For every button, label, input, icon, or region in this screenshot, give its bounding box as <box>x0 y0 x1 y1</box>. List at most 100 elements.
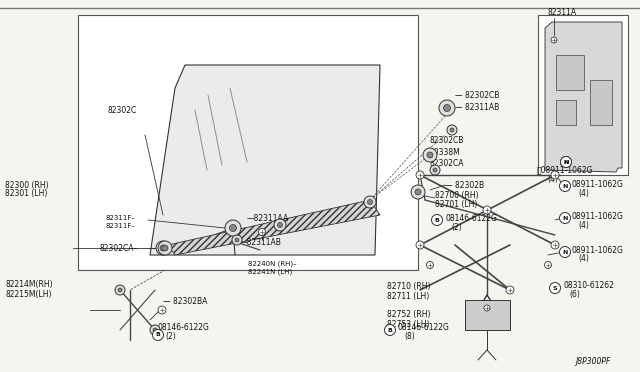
Circle shape <box>118 288 122 292</box>
Circle shape <box>158 306 166 314</box>
Circle shape <box>274 219 286 231</box>
Circle shape <box>235 238 239 242</box>
Text: — 82302BA: — 82302BA <box>163 298 207 307</box>
Text: 82302CA–: 82302CA– <box>100 244 138 253</box>
Text: N: N <box>563 160 569 164</box>
Text: 82311F–: 82311F– <box>106 223 136 229</box>
Text: N: N <box>563 215 568 221</box>
Text: J8P300PF: J8P300PF <box>575 357 611 366</box>
Text: 08911-1062G: 08911-1062G <box>572 246 624 254</box>
Circle shape <box>416 171 424 179</box>
Text: 08911-1062G: 08911-1062G <box>572 212 624 221</box>
Text: N: N <box>563 250 568 254</box>
Text: B: B <box>388 327 392 333</box>
Text: 08146-6122G: 08146-6122G <box>158 324 210 333</box>
Text: (4): (4) <box>578 189 589 198</box>
Circle shape <box>259 228 266 235</box>
Polygon shape <box>545 22 622 172</box>
Text: 08146-6122G: 08146-6122G <box>398 324 450 333</box>
Text: ⓝ08911-1062G: ⓝ08911-1062G <box>537 166 593 174</box>
Text: —82311AB: —82311AB <box>240 237 282 247</box>
Circle shape <box>156 241 170 255</box>
Circle shape <box>160 245 166 251</box>
Circle shape <box>444 105 451 112</box>
Text: 82753 (LH): 82753 (LH) <box>387 320 429 328</box>
Circle shape <box>232 235 242 245</box>
Text: 82241N (LH): 82241N (LH) <box>248 269 292 275</box>
Text: 82710 (RH): 82710 (RH) <box>387 282 431 291</box>
Circle shape <box>545 262 552 269</box>
Circle shape <box>115 285 125 295</box>
Circle shape <box>411 185 425 199</box>
Circle shape <box>416 241 424 249</box>
Circle shape <box>367 199 372 205</box>
Text: 82700 (RH): 82700 (RH) <box>435 190 479 199</box>
Polygon shape <box>150 65 380 255</box>
Circle shape <box>433 168 437 172</box>
Circle shape <box>550 282 561 294</box>
Text: 82752 (RH): 82752 (RH) <box>387 311 431 320</box>
Text: — 82302B: — 82302B <box>445 180 484 189</box>
Circle shape <box>162 245 168 251</box>
Circle shape <box>150 325 160 335</box>
Text: —82311AA: —82311AA <box>247 214 289 222</box>
Circle shape <box>278 222 282 228</box>
Circle shape <box>426 262 433 269</box>
Bar <box>465 300 510 330</box>
Circle shape <box>230 224 237 231</box>
Text: 82311F–: 82311F– <box>106 215 136 221</box>
Polygon shape <box>168 200 380 255</box>
Text: 82311A: 82311A <box>548 7 577 16</box>
Circle shape <box>385 324 396 336</box>
Text: 82701 (LH): 82701 (LH) <box>435 199 477 208</box>
Circle shape <box>484 305 490 311</box>
Circle shape <box>430 165 440 175</box>
Circle shape <box>559 247 570 257</box>
Text: 82300 (RH): 82300 (RH) <box>5 180 49 189</box>
Text: 82302CB: 82302CB <box>430 135 465 144</box>
Text: — 82311AB: — 82311AB <box>455 103 499 112</box>
Text: 82214M(RH): 82214M(RH) <box>5 280 52 289</box>
Circle shape <box>551 241 559 249</box>
Circle shape <box>158 241 172 255</box>
Circle shape <box>450 128 454 132</box>
Circle shape <box>559 180 570 192</box>
Text: S: S <box>553 285 557 291</box>
Text: 80338M: 80338M <box>430 148 461 157</box>
Text: 82302C: 82302C <box>108 106 137 115</box>
Text: 82301 (LH): 82301 (LH) <box>5 189 47 198</box>
Circle shape <box>551 171 559 179</box>
Circle shape <box>447 125 457 135</box>
Circle shape <box>551 37 557 43</box>
Text: 82240N (RH)–: 82240N (RH)– <box>248 261 296 267</box>
Circle shape <box>152 330 163 340</box>
Bar <box>590 80 612 125</box>
Text: 08911-1062G: 08911-1062G <box>572 180 624 189</box>
Text: N: N <box>563 183 568 189</box>
Text: 08310-61262: 08310-61262 <box>563 282 614 291</box>
Text: (4): (4) <box>578 254 589 263</box>
Circle shape <box>483 206 491 214</box>
Text: (4): (4) <box>547 174 558 183</box>
Circle shape <box>439 100 455 116</box>
Bar <box>556 100 576 125</box>
Circle shape <box>561 157 572 167</box>
Bar <box>538 15 628 175</box>
Circle shape <box>559 212 570 224</box>
Circle shape <box>415 189 421 195</box>
Text: — 82302CB: — 82302CB <box>455 90 499 99</box>
Circle shape <box>427 152 433 158</box>
Circle shape <box>431 215 442 225</box>
Circle shape <box>364 196 376 208</box>
Text: 82302CA: 82302CA <box>430 158 465 167</box>
Text: B: B <box>156 333 161 337</box>
Text: (8): (8) <box>404 333 415 341</box>
Text: 82711 (LH): 82711 (LH) <box>387 292 429 301</box>
Circle shape <box>506 286 514 294</box>
Circle shape <box>153 328 157 332</box>
Text: 82215M(LH): 82215M(LH) <box>5 289 51 298</box>
Text: 08146-6122G: 08146-6122G <box>445 214 497 222</box>
Circle shape <box>423 148 437 162</box>
Text: (4): (4) <box>578 221 589 230</box>
Text: N: N <box>563 160 569 164</box>
